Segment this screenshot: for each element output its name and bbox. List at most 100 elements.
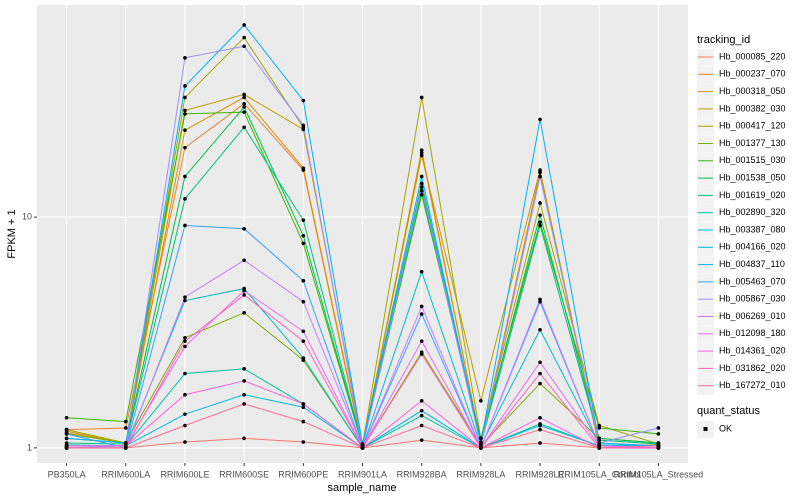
data-point: [538, 427, 542, 432]
data-point: [538, 371, 542, 376]
data-point: [419, 312, 424, 316]
legend-title: tracking_id: [697, 34, 750, 46]
data-point: [242, 367, 246, 371]
data-point: [538, 220, 542, 225]
data-point: [301, 166, 306, 170]
data-point: [538, 201, 542, 205]
x-tick-label: RRIM600PE: [278, 469, 328, 479]
data-point: [183, 440, 187, 444]
x-tick-label: RRIM928LA: [456, 469, 505, 479]
data-point: [419, 438, 424, 442]
data-point: [242, 23, 246, 27]
data-point: [538, 327, 542, 332]
legend-label: Hb_000318_050: [719, 86, 786, 96]
data-point: [183, 95, 187, 100]
data-point: [479, 441, 483, 445]
legend-label: OK: [719, 423, 732, 433]
data-point: [538, 297, 542, 302]
data-point: [419, 192, 424, 197]
data-point: [64, 436, 69, 441]
data-point: [242, 226, 246, 231]
x-tick-label: RRIM600LE: [160, 469, 209, 479]
data-point: [301, 278, 306, 283]
legend-label: Hb_001515_030: [719, 155, 786, 165]
data-point: [419, 269, 424, 274]
data-point: [123, 441, 128, 445]
data-point: [479, 436, 483, 441]
data-point: [183, 339, 187, 343]
legend-key-marker: [703, 427, 708, 431]
data-point: [419, 174, 424, 179]
data-point: [183, 145, 187, 150]
y-axis-title: FPKM + 1: [6, 209, 18, 258]
legend-label: Hb_012098_180: [719, 328, 786, 338]
data-point: [419, 95, 424, 100]
data-point: [538, 213, 542, 217]
data-point: [656, 426, 661, 430]
data-point: [479, 446, 483, 450]
legend-label: Hb_000417_120: [719, 121, 786, 131]
data-point: [597, 438, 602, 442]
y-tick-label: 10: [22, 211, 32, 221]
legend-label: Hb_167272_010: [719, 380, 786, 390]
data-point: [301, 299, 306, 304]
data-point: [183, 128, 187, 132]
data-point: [242, 110, 246, 114]
data-point: [419, 339, 424, 343]
legend-label: Hb_000085_220: [719, 51, 786, 61]
data-point: [123, 446, 128, 450]
x-tick-label: RRIM928BA: [397, 469, 447, 479]
data-point: [301, 329, 306, 334]
data-point: [64, 432, 69, 436]
data-point: [242, 436, 246, 441]
legend-label: Hb_001538_050: [719, 172, 786, 182]
x-tick-label: RRIM928LE: [516, 469, 565, 479]
y-tick-label: 1: [27, 442, 32, 452]
data-point: [419, 352, 424, 356]
legend-label: Hb_001619_020: [719, 190, 786, 200]
x-tick-label: RRIM105LA_Control: [558, 469, 641, 479]
data-point: [538, 416, 542, 420]
data-point: [301, 339, 306, 343]
shape-legend-title: quant_status: [697, 405, 760, 417]
data-point: [419, 189, 424, 193]
data-point: [656, 444, 661, 448]
data-point: [242, 310, 246, 315]
data-point: [419, 408, 424, 413]
data-point: [183, 344, 187, 349]
data-point: [301, 218, 306, 222]
legend-label: Hb_005867_030: [719, 294, 786, 304]
data-point: [183, 295, 187, 299]
data-point: [242, 95, 246, 100]
data-point: [183, 335, 187, 340]
data-point: [242, 35, 246, 40]
data-point: [301, 98, 306, 103]
legend-label: Hb_031862_020: [719, 363, 786, 373]
data-point: [242, 392, 246, 397]
data-point: [183, 392, 187, 397]
x-tick-label: PB350LA: [48, 469, 86, 479]
legend-label: Hb_006269_010: [719, 311, 786, 321]
data-point: [242, 293, 246, 297]
data-point: [301, 356, 306, 360]
data-point: [419, 398, 424, 403]
data-point: [419, 304, 424, 309]
x-tick-label: RRIM901LA: [338, 469, 387, 479]
legend-label: Hb_001377_130: [719, 138, 786, 148]
data-point: [183, 108, 187, 113]
legend-label: Hb_002890_320: [719, 207, 786, 217]
data-point: [301, 123, 306, 128]
data-point: [538, 441, 542, 445]
data-point: [64, 427, 69, 432]
legend-label: Hb_000382_030: [719, 103, 786, 113]
data-point: [597, 446, 602, 450]
data-point: [538, 168, 542, 172]
legend-label: Hb_004166_020: [719, 242, 786, 252]
data-point: [301, 402, 306, 406]
data-point: [242, 288, 246, 293]
data-point: [183, 423, 187, 428]
data-point: [242, 105, 246, 109]
data-point: [419, 413, 424, 418]
data-point: [301, 440, 306, 444]
